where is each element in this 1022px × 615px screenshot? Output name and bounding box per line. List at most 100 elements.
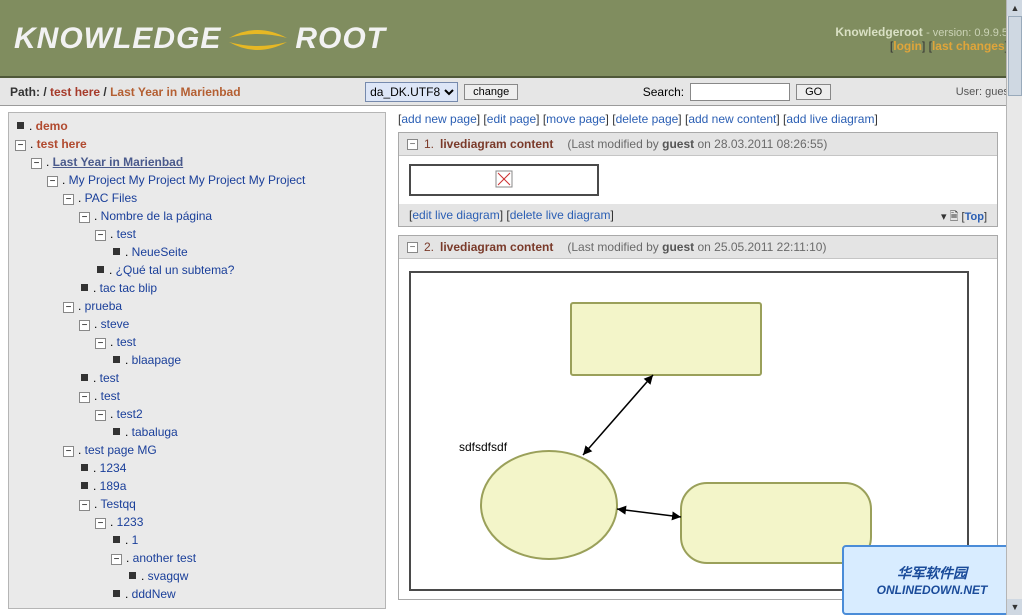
tree-link[interactable]: NeueSeite <box>132 245 188 259</box>
expand-icon[interactable]: − <box>95 410 106 421</box>
expand-icon[interactable]: − <box>95 230 106 241</box>
search-label: Search: <box>643 85 684 99</box>
tree-item: . 1234 <box>79 459 381 477</box>
tree-link[interactable]: 1 <box>132 533 139 547</box>
expand-icon[interactable]: − <box>79 500 90 511</box>
expand-icon[interactable]: − <box>111 554 122 565</box>
tree-item: −. Testqq−. 1233. 1−. another test. svag… <box>79 495 381 603</box>
edit-live-diagram-link[interactable]: edit live diagram <box>412 208 499 222</box>
collapse-icon[interactable]: − <box>407 139 418 150</box>
tree-link[interactable]: test <box>100 371 119 385</box>
tree-item: −. test page MG. 1234. 189a−. Testqq−. 1… <box>63 441 381 603</box>
tree-link[interactable]: Last Year in Marienbad <box>53 155 184 169</box>
expand-icon[interactable]: − <box>63 446 74 457</box>
watermark-line1: 华军软件园 <box>897 563 967 583</box>
bullet-icon <box>17 122 24 129</box>
tree-item: −. PAC Files−. Nombre de la página−. tes… <box>63 189 381 297</box>
content-panel: − 1.livediagram content (Last modified b… <box>398 132 998 227</box>
move-page-link[interactable]: move page <box>546 112 605 126</box>
tree-item: −. 1233. 1−. another test. svagqw. dddNe… <box>95 513 381 603</box>
breadcrumb: Path: / test here / Last Year in Marienb… <box>10 85 241 99</box>
delete-page-link[interactable]: delete page <box>616 112 679 126</box>
expand-icon[interactable]: − <box>63 194 74 205</box>
tree-link[interactable]: 1234 <box>100 461 127 475</box>
tree-item: . 1 <box>111 531 381 549</box>
tree-item: −. steve−. test. blaapage <box>79 315 381 369</box>
panel-meta: (Last modified by guest on 25.05.2011 22… <box>567 240 826 254</box>
tree-link[interactable]: 1233 <box>117 515 144 529</box>
expand-icon[interactable]: − <box>63 302 74 313</box>
change-button[interactable]: change <box>464 84 518 100</box>
expand-icon[interactable]: − <box>15 140 26 151</box>
add-new-page-link[interactable]: add new page <box>401 112 476 126</box>
tree-link[interactable]: dddNew <box>132 587 176 601</box>
tree-link[interactable]: test2 <box>117 407 143 421</box>
panel-title: livediagram content <box>440 240 553 254</box>
bullet-icon <box>81 374 88 381</box>
page-tree: . demo−. test here−. Last Year in Marien… <box>13 117 381 603</box>
last-changes-link[interactable]: last changes <box>932 39 1005 53</box>
chevron-down-icon[interactable]: ▾ <box>941 211 947 223</box>
scroll-up-icon[interactable]: ▲ <box>1007 0 1022 16</box>
tree-link[interactable]: test <box>117 227 136 241</box>
page-icon[interactable]: 🗎 <box>950 211 959 223</box>
expand-icon[interactable]: − <box>95 338 106 349</box>
watermark: 华军软件园 ONLINEDOWN.NET <box>842 545 1022 615</box>
brand-right: root <box>295 22 386 56</box>
tree-link[interactable]: 189a <box>100 479 127 493</box>
tree-item: −. Nombre de la página−. test. NeueSeite… <box>79 207 381 279</box>
watermark-line2: ONLINEDOWN.NET <box>877 583 988 597</box>
tree-item: −. Last Year in Marienbad−. My Project M… <box>31 153 381 603</box>
tree-link[interactable]: test <box>101 389 120 403</box>
user-info: User: guest <box>956 86 1012 98</box>
edit-page-link[interactable]: edit page <box>487 112 536 126</box>
tree-link[interactable]: blaapage <box>132 353 181 367</box>
tree-item: . demo <box>15 117 381 135</box>
tree-link[interactable]: steve <box>101 317 130 331</box>
expand-icon[interactable]: − <box>47 176 58 187</box>
expand-icon[interactable]: − <box>79 212 90 223</box>
scroll-down-icon[interactable]: ▼ <box>1007 599 1022 615</box>
tree-item: −. test here−. Last Year in Marienbad−. … <box>15 135 381 603</box>
add-live-diagram-link[interactable]: add live diagram <box>786 112 874 126</box>
tree-item: . test <box>79 369 381 387</box>
broken-image-icon <box>495 170 513 191</box>
tree-link[interactable]: test <box>117 335 136 349</box>
tree-link[interactable]: another test <box>133 551 196 565</box>
tree-link[interactable]: My Project My Project My Project My Proj… <box>69 173 306 187</box>
tree-link[interactable]: test here <box>37 137 87 151</box>
collapse-icon[interactable]: − <box>407 242 418 253</box>
expand-icon[interactable]: − <box>95 518 106 529</box>
add-new-content-link[interactable]: add new content <box>688 112 776 126</box>
scroll-thumb[interactable] <box>1008 16 1022 96</box>
tree-link[interactable]: demo <box>36 119 68 133</box>
tree-link[interactable]: tabaluga <box>132 425 178 439</box>
login-link[interactable]: login <box>893 39 922 53</box>
tree-link[interactable]: svagqw <box>148 569 189 583</box>
search-go-button[interactable]: GO <box>796 84 831 100</box>
tree-link[interactable]: test page MG <box>85 443 157 457</box>
tree-link[interactable]: PAC Files <box>85 191 137 205</box>
expand-icon[interactable]: − <box>31 158 42 169</box>
bullet-icon <box>97 266 104 273</box>
toolbar: Path: / test here / Last Year in Marienb… <box>0 78 1022 106</box>
tree-item: . NeueSeite <box>111 243 381 261</box>
tree-item: . tac tac blip <box>79 279 381 297</box>
tree-link[interactable]: tac tac blip <box>100 281 157 295</box>
breadcrumb-current: Last Year in Marienbad <box>110 85 241 99</box>
language-select[interactable]: da_DK.UTF8 <box>365 82 458 102</box>
expand-icon[interactable]: − <box>79 392 90 403</box>
tree-link[interactable]: Testqq <box>100 497 135 511</box>
delete-live-diagram-link[interactable]: delete live diagram <box>510 208 611 222</box>
user-label: User: <box>956 86 982 98</box>
tree-link[interactable]: Nombre de la página <box>101 209 212 223</box>
tree-link[interactable]: prueba <box>85 299 122 313</box>
header-right: Knowledgeroot - version: 0.9.9.5 [login]… <box>835 25 1008 53</box>
search-input[interactable] <box>690 83 790 101</box>
vertical-scrollbar[interactable]: ▲ ▼ <box>1006 0 1022 615</box>
tree-link[interactable]: ¿Qué tal un subtema? <box>116 263 235 277</box>
top-link[interactable]: Top <box>965 211 984 223</box>
tree-item: . ¿Qué tal un subtema? <box>95 261 381 279</box>
breadcrumb-link[interactable]: test here <box>50 85 100 99</box>
expand-icon[interactable]: − <box>79 320 90 331</box>
